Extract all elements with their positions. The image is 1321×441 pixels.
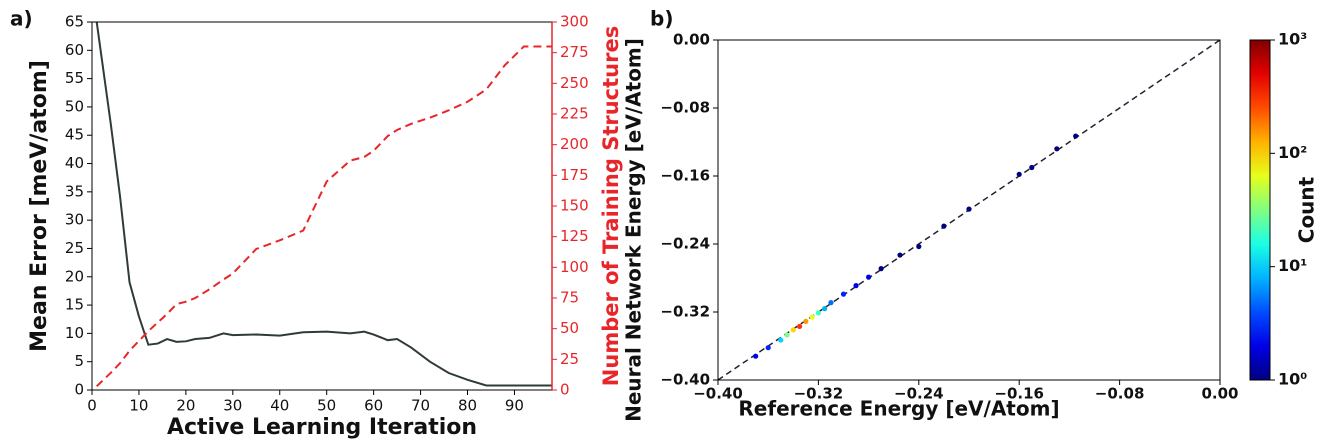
x-tick-label: 50	[317, 397, 336, 415]
y2-tick-label: 175	[560, 166, 589, 184]
y2-tick-label: 50	[560, 319, 579, 337]
panel-label: b)	[650, 7, 673, 31]
x-tick-label: 30	[223, 397, 242, 415]
y-tick-label: 55	[65, 69, 84, 87]
y2-tick-label: 75	[560, 289, 579, 307]
plot-frame	[91, 21, 553, 391]
y-tick-label: 5	[74, 352, 84, 370]
scatter-point	[778, 337, 784, 343]
y-tick-label: −0.40	[660, 371, 710, 389]
y-tick-label: 0.00	[673, 31, 710, 49]
x-tick-label: −0.40	[693, 385, 743, 403]
y-tick-label: 45	[65, 126, 84, 144]
scatter-point	[853, 283, 859, 289]
x-tick-label: 10	[129, 397, 148, 415]
y-tick-label: 0	[74, 381, 84, 399]
y-tick-label: −0.08	[660, 99, 710, 117]
x-tick-label: −0.16	[994, 385, 1044, 403]
y2-tick-label: 0	[560, 381, 570, 399]
y2-tick-label: 225	[560, 105, 589, 123]
scatter-point	[753, 353, 759, 359]
scatter-point	[941, 223, 947, 229]
y2-tick-label: 200	[560, 135, 589, 153]
y2-tick-label: 25	[560, 350, 579, 368]
y-tick-label: −0.16	[660, 167, 710, 185]
scatter-point	[828, 300, 834, 306]
x-tick-label: 70	[411, 397, 430, 415]
y2-tick-label: 150	[560, 197, 589, 215]
scatter-point	[765, 345, 771, 351]
y2-tick-label: 275	[560, 43, 589, 61]
scatter-point	[822, 306, 828, 312]
y-tick-label: 40	[65, 154, 84, 172]
scatter-point	[1016, 171, 1022, 177]
panel-label: a)	[10, 7, 33, 31]
x-tick-label: −0.24	[894, 385, 944, 403]
y2-tick-label: 250	[560, 74, 589, 92]
data-line	[96, 45, 552, 388]
y-axis-label: Neural Network Energy [eV/Atom]	[622, 38, 646, 422]
plot-frame	[717, 39, 1221, 381]
colorbar-label: Count	[1295, 176, 1319, 243]
scatter-point	[878, 266, 884, 272]
scatter-point	[790, 327, 796, 333]
colorbar	[1249, 39, 1271, 381]
scatter-point	[1029, 164, 1035, 171]
colorbar-tick-label: 10¹	[1278, 256, 1307, 275]
y2-tick-label: 100	[560, 258, 589, 276]
scatter-point	[803, 318, 809, 324]
y2-tick-label: 300	[560, 13, 589, 31]
data-line	[95, 21, 552, 387]
scatter-point	[840, 291, 847, 297]
scatter-point	[1073, 133, 1079, 139]
colorbar-tick-label: 10³	[1278, 30, 1307, 49]
y-tick-label: −0.32	[660, 303, 710, 321]
y-tick-label: 50	[65, 97, 84, 115]
y-tick-label: 25	[65, 239, 84, 257]
scatter-point	[966, 206, 972, 212]
scatter-point	[1054, 146, 1060, 152]
y2-axis-label: Number of Training Structures	[599, 26, 623, 386]
y-axis-label: Mean Error [meV/atom]	[27, 60, 52, 352]
colorbar-tick-label: 10²	[1278, 143, 1307, 162]
scatter-point	[784, 332, 790, 338]
y-tick-label: 65	[65, 13, 84, 31]
x-tick-label: 0.00	[1201, 385, 1238, 403]
y-tick-label: 20	[65, 267, 84, 285]
x-axis-label: Reference Energy [eV/Atom]	[738, 397, 1059, 421]
x-tick-label: 80	[458, 397, 477, 415]
x-tick-label: 0	[87, 397, 97, 415]
scatter-point	[866, 274, 872, 280]
x-tick-label: 60	[364, 397, 383, 415]
y-tick-label: 60	[65, 41, 84, 59]
scatter-point	[815, 310, 822, 316]
y-tick-label: 15	[65, 296, 84, 314]
x-tick-label: 90	[505, 397, 524, 415]
x-tick-label: 40	[270, 397, 289, 415]
colorbar-tick-label: 10⁰	[1278, 370, 1307, 389]
scatter-point	[796, 323, 803, 330]
x-tick-label: −0.32	[794, 385, 844, 403]
y-tick-label: 35	[65, 182, 84, 200]
y2-tick-label: 125	[560, 227, 589, 245]
y-tick-label: −0.24	[660, 235, 710, 253]
scatter-point	[809, 314, 815, 320]
x-axis-label: Active Learning Iteration	[167, 415, 477, 440]
x-tick-label: 20	[176, 397, 195, 415]
x-tick-label: −0.08	[1095, 385, 1145, 403]
scatter-point	[897, 252, 903, 258]
y-tick-label: 10	[65, 324, 84, 342]
scatter-point	[916, 243, 922, 250]
y-tick-label: 30	[65, 211, 84, 229]
